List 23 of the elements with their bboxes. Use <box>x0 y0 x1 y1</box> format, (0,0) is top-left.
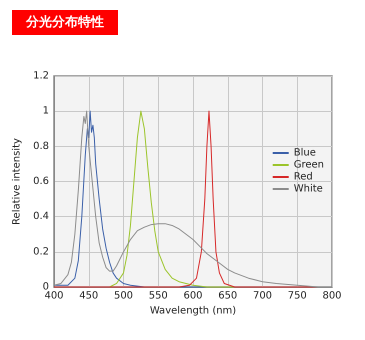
y-tick-label: 1.2 <box>33 70 49 82</box>
x-axis-title: Wavelength (nm) <box>150 305 236 316</box>
y-tick-label: 0.4 <box>33 211 49 222</box>
x-tick-label: 650 <box>218 290 238 302</box>
legend-label: White <box>294 184 323 194</box>
x-tick-label: 450 <box>79 290 98 302</box>
x-tick-label: 400 <box>44 290 64 302</box>
x-tick-label: 750 <box>288 290 307 302</box>
legend-label: Green <box>294 160 324 170</box>
x-tick-label: 800 <box>322 290 342 302</box>
legend-label: Blue <box>294 148 316 158</box>
chart-title: 分光分布特性 <box>25 15 104 30</box>
x-tick-label: 500 <box>114 290 134 302</box>
x-tick-label: 700 <box>252 290 272 302</box>
x-tick-label: 550 <box>148 290 168 302</box>
y-tick-label: 0.8 <box>33 140 49 152</box>
legend-label: Red <box>294 172 313 182</box>
y-tick-label: 0.6 <box>33 176 49 187</box>
x-tick-label: 600 <box>183 290 203 302</box>
y-tick-label: 0 <box>42 282 49 292</box>
y-tick-label: 0.2 <box>33 246 49 258</box>
y-axis-title: Relative intensity <box>12 138 23 225</box>
y-tick-label: 1 <box>42 106 49 117</box>
